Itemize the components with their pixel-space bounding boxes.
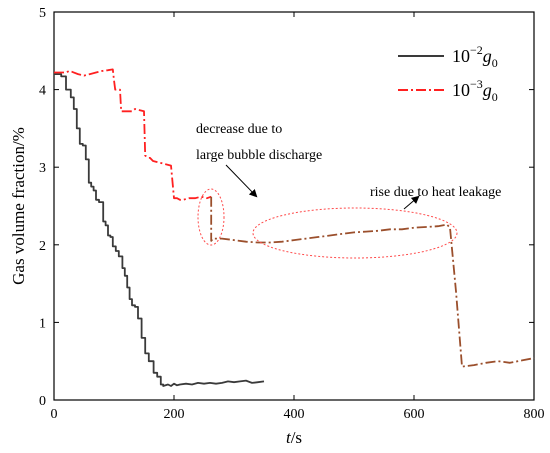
annotation-ellipse-discharge	[197, 188, 225, 246]
plot-frame	[53, 11, 535, 401]
annotation-discharge-line1: decrease due to	[196, 122, 282, 137]
series-line-1	[54, 73, 265, 387]
x-tick-label: 0	[51, 407, 58, 422]
series-layer	[54, 68, 535, 387]
annotation-layer: decrease due to large bubble discharge r…	[196, 122, 501, 259]
series-line-2	[54, 68, 212, 201]
series-line-3	[210, 196, 535, 368]
annotation-arrow-discharge	[225, 164, 258, 198]
legend: 10−2g0 10−3g0	[398, 43, 498, 104]
annotation-leakage: rise due to heat leakage	[370, 185, 501, 200]
y-tick-label: 4	[39, 84, 46, 99]
y-tick-label: 2	[39, 239, 46, 254]
y-axis-label: Gas volume fraction/%	[9, 127, 28, 285]
x-axis-label: t/s	[286, 428, 302, 447]
y-tick-label: 5	[39, 6, 46, 21]
y-tick-label: 1	[39, 316, 46, 331]
y-tick-label: 0	[39, 394, 46, 409]
x-tick-label: 600	[404, 407, 425, 422]
x-tick-label: 200	[164, 407, 185, 422]
plot-area	[53, 11, 535, 401]
x-tick-label: 400	[284, 407, 305, 422]
y-tick-label: 3	[39, 161, 46, 176]
axis-ticks: 0 200 400 600 800 0 1 2 3 4 5	[39, 6, 545, 422]
annotation-ellipse-leakage	[252, 207, 458, 259]
annotation-arrow-leakage	[403, 195, 420, 210]
annotation-discharge-line2: large bubble discharge	[196, 148, 322, 163]
x-tick-label: 800	[524, 407, 545, 422]
legend-label-series-1: 10−2g0	[452, 43, 498, 70]
legend-label-series-2: 10−3g0	[452, 77, 498, 104]
